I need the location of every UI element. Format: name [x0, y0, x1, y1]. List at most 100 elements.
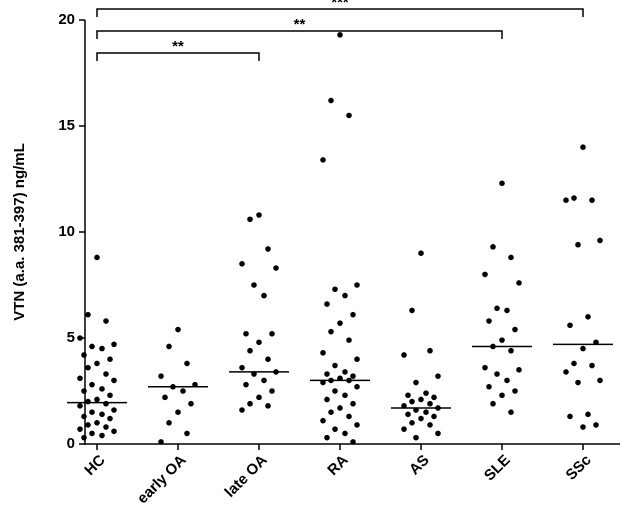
data-point	[85, 422, 91, 428]
data-point	[81, 352, 87, 358]
data-point	[99, 345, 105, 352]
data-point	[413, 434, 419, 441]
data-point	[89, 409, 95, 416]
data-point	[563, 197, 569, 203]
data-point	[482, 271, 488, 278]
x-tick-label: AS	[406, 452, 433, 479]
significance-label: **	[172, 38, 184, 55]
data-point	[332, 426, 338, 432]
data-point	[107, 415, 113, 422]
data-point	[324, 434, 330, 441]
data-point	[328, 328, 334, 335]
data-point	[107, 356, 113, 363]
data-point	[490, 244, 496, 250]
data-point	[243, 381, 249, 388]
data-point	[504, 307, 510, 314]
data-point	[158, 439, 164, 445]
data-point	[589, 362, 595, 369]
data-point	[239, 407, 245, 413]
data-point	[516, 280, 522, 286]
y-tick-label: 10	[58, 223, 75, 240]
data-point	[324, 396, 330, 403]
data-point	[256, 394, 262, 401]
data-point	[85, 398, 91, 405]
data-point	[435, 373, 441, 379]
data-point	[342, 392, 348, 399]
data-point	[81, 388, 87, 394]
data-point	[103, 371, 109, 377]
data-point	[99, 432, 105, 439]
data-point	[332, 388, 338, 394]
data-point	[405, 392, 411, 399]
data-point	[575, 241, 581, 248]
data-point	[431, 413, 437, 420]
data-point	[111, 407, 117, 413]
data-point	[94, 420, 100, 426]
data-point	[247, 216, 253, 223]
data-point	[111, 428, 117, 435]
data-point	[324, 301, 330, 307]
data-point	[499, 180, 505, 187]
data-point	[89, 430, 95, 437]
data-point	[332, 286, 338, 293]
data-point	[265, 403, 271, 409]
data-point	[418, 415, 424, 422]
data-point	[166, 420, 172, 426]
data-point	[81, 434, 87, 441]
data-point	[94, 396, 100, 403]
data-point	[269, 330, 275, 337]
data-point	[423, 390, 429, 396]
x-tick-label: early OA	[134, 451, 190, 507]
data-point	[346, 112, 352, 119]
data-point	[111, 377, 117, 384]
data-point	[350, 439, 356, 445]
data-point	[508, 347, 514, 354]
data-point	[239, 364, 245, 371]
data-point	[585, 314, 591, 320]
data-point	[94, 360, 100, 367]
data-point	[593, 422, 599, 428]
data-point	[175, 326, 181, 333]
data-point	[504, 377, 510, 384]
y-axis-label: VTN (a.a. 381-397) ng/mL	[11, 143, 28, 321]
data-point	[571, 360, 577, 367]
data-point	[508, 254, 514, 261]
data-point	[320, 157, 326, 163]
data-point	[239, 261, 245, 267]
data-point	[175, 409, 181, 416]
data-point	[103, 424, 109, 430]
data-point	[413, 379, 419, 386]
data-point	[99, 386, 105, 392]
data-point	[516, 367, 522, 373]
data-point	[490, 400, 496, 407]
data-point	[337, 320, 343, 326]
data-point	[597, 377, 603, 384]
data-point	[247, 347, 253, 354]
data-point	[494, 305, 500, 312]
data-point	[243, 330, 249, 337]
data-point	[435, 430, 441, 437]
data-point	[346, 413, 352, 420]
data-point	[261, 377, 267, 384]
data-point	[184, 430, 190, 437]
data-point	[401, 426, 407, 432]
data-point	[350, 373, 356, 379]
data-point	[342, 369, 348, 375]
data-point	[427, 400, 433, 407]
data-point	[354, 383, 360, 390]
data-point	[418, 250, 424, 256]
data-point	[94, 254, 100, 261]
data-point	[342, 430, 348, 437]
data-point	[354, 422, 360, 428]
data-point	[512, 326, 518, 333]
data-point	[320, 350, 326, 356]
data-point	[261, 292, 267, 299]
data-point	[350, 400, 356, 407]
significance-bracket	[96, 8, 584, 17]
data-point	[567, 322, 573, 329]
data-point	[247, 400, 253, 407]
data-point	[180, 388, 186, 394]
data-point	[265, 356, 271, 363]
data-point	[251, 282, 257, 288]
